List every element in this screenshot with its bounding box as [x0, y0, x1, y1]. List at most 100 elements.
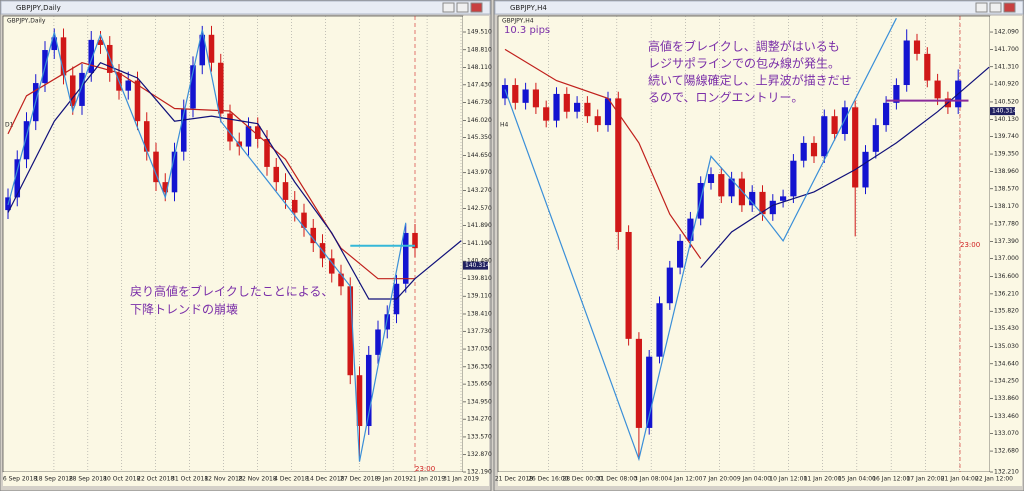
annotation: 続いて陽線確定し、上昇波が描きだせ: [648, 73, 852, 88]
candle-body: [338, 273, 344, 287]
y-tick-label: 139.810: [467, 275, 492, 282]
candle-body: [574, 102, 581, 112]
time-axis: [3, 472, 489, 486]
window-button[interactable]: [989, 2, 1002, 13]
y-tick-label: 140.130: [994, 116, 1019, 123]
annotation: レジサポラインでの包み線が発生。: [648, 56, 840, 71]
y-tick-label: 133.460: [994, 413, 1019, 420]
candle-body: [291, 199, 298, 213]
indicator-line: [7, 62, 415, 280]
window-button[interactable]: [442, 2, 455, 13]
candle-body: [208, 34, 215, 63]
chart-label: GBPJPY,Daily: [7, 18, 46, 25]
y-tick-label: 138.170: [994, 203, 1019, 210]
y-tick-label: 141.310: [994, 63, 1019, 70]
x-tick-label: 27 Dec 2018: [340, 476, 379, 483]
x-tick-label: 3 Jan 08:00: [634, 476, 668, 483]
candle-body: [563, 93, 570, 112]
window-button[interactable]: [470, 2, 483, 13]
candle-body: [227, 113, 233, 142]
candle-body: [800, 142, 807, 161]
y-tick-label: 141.190: [467, 240, 492, 247]
y-tick-label: 132.680: [994, 448, 1019, 455]
candle-body: [821, 116, 828, 157]
window-button[interactable]: [456, 2, 469, 13]
candle-body: [522, 89, 529, 103]
y-tick-label: 139.740: [994, 133, 1019, 140]
indicator-line: [504, 48, 702, 260]
candle-body: [934, 80, 941, 99]
candle-body: [656, 303, 663, 357]
y-tick-label: 135.430: [994, 325, 1019, 332]
y-tick-label: 146.020: [467, 117, 492, 124]
candle-body: [780, 196, 787, 201]
window-title: GBPJPY,H4: [510, 4, 547, 12]
y-tick-label: 135.820: [994, 308, 1019, 315]
y-tick-label: 143.970: [467, 169, 492, 176]
candle-body: [171, 151, 178, 193]
candle-body: [553, 93, 560, 121]
candle-body: [913, 40, 921, 54]
candle-body: [180, 108, 187, 152]
candle-body: [718, 174, 725, 197]
y-tick-label: 136.210: [994, 290, 1019, 297]
time-label: 23:00: [415, 465, 435, 473]
y-tick-label: 135.650: [467, 381, 492, 388]
timeframe: H4: [500, 122, 509, 129]
y-tick-label: 133.570: [467, 433, 492, 440]
annotation: 高値をブレイクし、調整がはいるも: [648, 39, 840, 54]
candle-body: [384, 314, 391, 330]
window-button[interactable]: [975, 2, 988, 13]
window-button[interactable]: [1003, 2, 1016, 13]
y-tick-label: 139.350: [994, 151, 1019, 158]
candle-body: [51, 37, 58, 51]
y-tick-label: 143.270: [467, 187, 492, 194]
y-tick-label: 142.090: [994, 29, 1019, 36]
x-tick-label: 4 Dec 2018: [274, 476, 309, 483]
x-tick-label: 17 Jan 20:00: [906, 476, 944, 483]
y-tick-label: 134.270: [467, 416, 492, 423]
y-tick-label: 141.890: [467, 222, 492, 229]
candle-body: [310, 227, 317, 244]
candle-body: [254, 126, 261, 139]
x-tick-label: 10 Jan 12:00: [769, 476, 807, 483]
y-tick-label: 138.570: [994, 185, 1019, 192]
candle-body: [356, 375, 363, 427]
y-tick-label: 134.950: [467, 398, 492, 405]
candle-body: [88, 39, 95, 73]
y-tick-label: 138.960: [994, 168, 1019, 175]
y-tick-label: 142.570: [467, 205, 492, 212]
y-tick-label: 148.810: [467, 46, 492, 53]
x-tick-label: 26 Dec 16:00: [528, 476, 569, 483]
candle-body: [810, 142, 818, 157]
candle-body: [893, 85, 900, 103]
price-axis: [463, 16, 489, 472]
y-tick-label: 147.430: [467, 81, 492, 88]
candle-body: [273, 166, 280, 183]
candle-body: [134, 80, 141, 122]
window-title: GBPJPY,Daily: [16, 4, 61, 12]
x-tick-label: 21 Jan 2019: [409, 476, 445, 483]
candle-body: [862, 151, 869, 188]
x-tick-label: 21 Dec 2018: [495, 476, 534, 483]
y-tick-label: 146.730: [467, 99, 492, 106]
y-tick-label: 140.920: [994, 81, 1019, 88]
y-tick-label: 137.030: [467, 346, 492, 353]
x-tick-label: 6 Sep 2018: [3, 476, 37, 483]
candle-body: [831, 116, 838, 135]
candle-body: [375, 329, 381, 355]
candle-body: [347, 286, 354, 376]
candle-body: [543, 107, 550, 121]
candle-body: [903, 40, 910, 86]
candle-body: [872, 125, 879, 152]
candle-body: [153, 151, 159, 183]
y-tick-label: 140.490: [467, 258, 492, 265]
price-tag: [463, 261, 488, 270]
y-tick-label: 136.600: [994, 273, 1019, 280]
y-tick-label: 132.870: [467, 451, 492, 458]
y-tick-label: 133.070: [994, 430, 1019, 437]
x-tick-label: 14 Dec 2018: [306, 476, 345, 483]
x-tick-label: 16 Jan 12:00: [872, 476, 910, 483]
time-label: 23:00: [960, 241, 980, 249]
